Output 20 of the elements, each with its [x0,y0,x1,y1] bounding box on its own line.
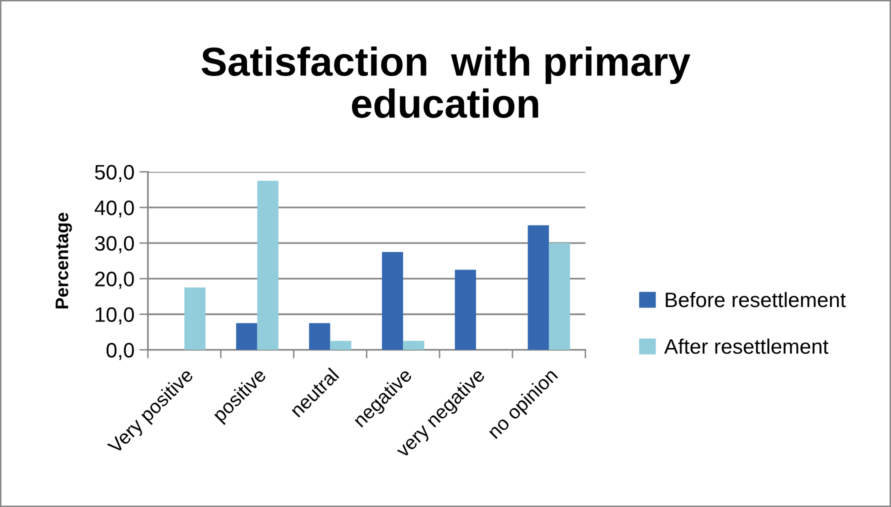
bar [454,270,476,350]
bar [257,180,278,350]
y-tick-label: 50,0 [95,164,134,182]
bar [309,323,330,350]
y-tick-label: 30,0 [94,236,134,254]
legend-label: Before resettlement [666,292,846,308]
y-tick-label: 20,0 [95,272,134,289]
bar [236,323,258,350]
y-tick-label: 0,0 [106,342,134,360]
bar [330,340,352,350]
bar [184,288,206,350]
y-axis-title: Percentage [56,212,72,308]
bar [403,340,424,350]
bar [528,225,549,350]
bar [382,252,404,350]
bar [548,243,570,350]
chart-title: Satisfaction with primary education [202,46,690,118]
y-tick-label: 40,0 [94,200,134,218]
legend-label: After resettlement [664,338,828,354]
y-tick-label: 10,0 [96,307,134,324]
